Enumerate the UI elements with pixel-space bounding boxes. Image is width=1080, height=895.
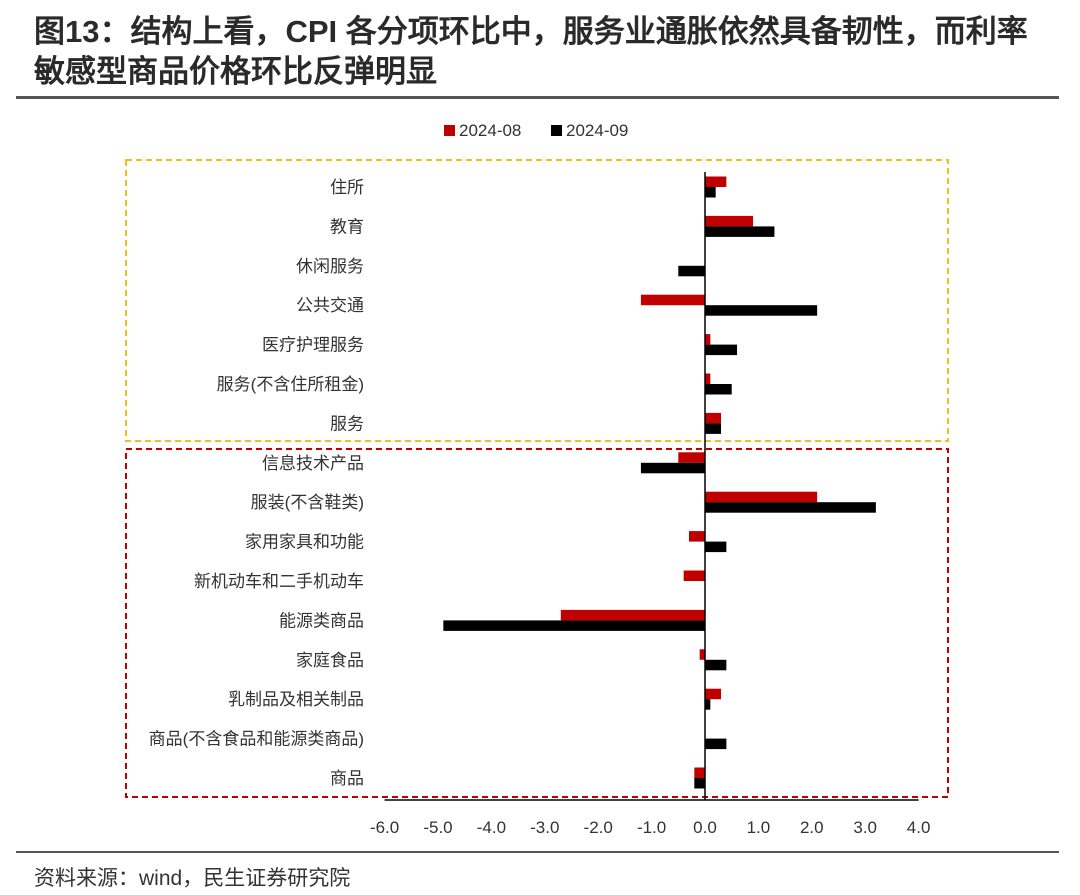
legend-swatch-2024-09 [551, 125, 562, 136]
bar-2024-08 [699, 649, 705, 660]
bar-2024-09 [678, 265, 705, 277]
figure-title: 图13：结构上看，CPI 各分项环比中，服务业通胀依然具备韧性，而利率敏感型商品… [34, 14, 1028, 89]
bar-2024-08 [705, 688, 722, 700]
bar-2024-08 [560, 609, 705, 621]
x-tick-label: 3.0 [853, 818, 877, 837]
source-divider [16, 851, 1059, 853]
category-label: 信息技术产品 [262, 454, 364, 473]
bar-2024-08 [705, 334, 711, 345]
legend-swatch-2024-08 [444, 125, 455, 136]
legend-label-2024-09: 2024-09 [566, 121, 628, 140]
bar-2024-09 [705, 344, 738, 356]
x-tick-label: -4.0 [477, 818, 506, 837]
bar-2024-08 [705, 373, 711, 384]
bar-2024-09 [705, 423, 722, 434]
bar-2024-09 [705, 502, 876, 513]
bar-2024-09 [705, 305, 818, 316]
bar-2024-08 [705, 176, 727, 187]
category-label: 能源类商品 [279, 611, 364, 630]
source-note: 资料来源：wind，民生证券研究院 [34, 867, 351, 890]
bar-2024-09 [705, 659, 727, 671]
goods-group-box [125, 448, 949, 798]
x-tick-label: -5.0 [423, 818, 452, 837]
title-divider [16, 96, 1059, 99]
x-tick-label: 1.0 [747, 818, 771, 837]
x-tick-label: -3.0 [530, 818, 559, 837]
x-tick-label: -2.0 [584, 818, 613, 837]
category-label: 住所 [330, 178, 364, 197]
category-label: 休闲服务 [296, 257, 364, 276]
bar-2024-08 [683, 570, 705, 581]
bar-2024-08 [678, 452, 705, 463]
category-label: 家用家具和功能 [245, 533, 364, 552]
x-tick-label: 4.0 [907, 818, 931, 837]
category-label: 服务 [330, 414, 364, 433]
category-label: 商品 [330, 769, 364, 788]
bar-2024-09 [705, 226, 775, 237]
services-group-box [125, 159, 949, 442]
category-label: 商品(不含食品和能源类商品) [149, 730, 364, 749]
category-label: 乳制品及相关制品 [228, 690, 364, 709]
category-label: 教育 [330, 217, 364, 236]
category-label: 医疗护理服务 [262, 336, 364, 355]
x-tick-label: -1.0 [637, 818, 666, 837]
legend-label-2024-08: 2024-08 [459, 121, 521, 140]
bar-2024-08 [688, 531, 705, 542]
bar-2024-08 [705, 491, 818, 503]
bar-2024-08 [705, 412, 722, 424]
category-label: 服务(不含住所租金) [217, 375, 364, 394]
x-tick-label: -6.0 [370, 818, 399, 837]
bar-2024-08 [694, 767, 705, 778]
bar-chart: 2024-08 2024-09 住所教育休闲服务公共交通医疗护理服务服务(不含住所租… [125, 121, 949, 837]
category-label: 新机动车和二手机动车 [194, 572, 364, 591]
bar-2024-09 [705, 738, 727, 750]
x-tick-label: 2.0 [800, 818, 824, 837]
category-label: 家庭食品 [296, 651, 364, 670]
bar-2024-09 [640, 462, 705, 474]
category-label: 服装(不含鞋类) [251, 493, 364, 512]
bar-2024-09 [705, 187, 716, 198]
category-label: 公共交通 [296, 296, 364, 315]
bar-2024-09 [443, 620, 705, 631]
x-tick-label: 0.0 [693, 818, 717, 837]
bar-2024-09 [705, 699, 711, 710]
bar-2024-09 [705, 541, 727, 553]
bar-2024-08 [705, 215, 754, 227]
bar-2024-09 [694, 778, 705, 789]
bar-2024-08 [640, 294, 705, 306]
bar-2024-09 [705, 384, 732, 395]
